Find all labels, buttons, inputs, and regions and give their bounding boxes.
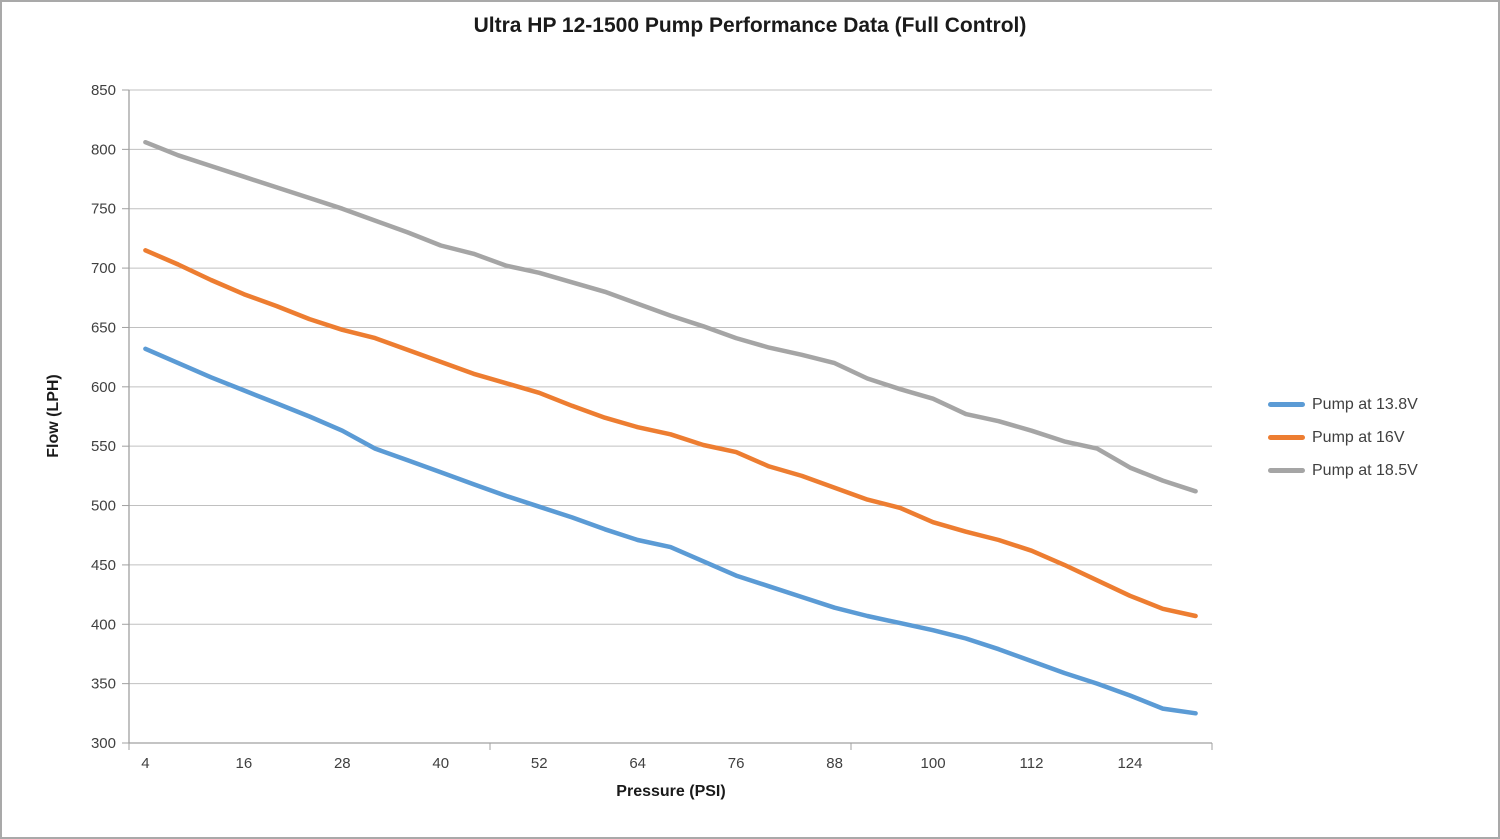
x-tick-label: 64 (629, 755, 646, 772)
legend-item: Pump at 13.8V (1268, 388, 1418, 421)
legend-line-swatch (1268, 435, 1305, 440)
series-line-2 (143, 139, 1198, 494)
y-tick-label: 550 (91, 438, 116, 455)
legend-label: Pump at 13.8V (1312, 395, 1418, 413)
x-tick-label: 4 (141, 755, 149, 772)
x-tick-label: 28 (334, 755, 351, 772)
y-tick-label: 750 (91, 201, 116, 218)
legend-line-swatch (1268, 402, 1305, 407)
x-tick-label: 88 (826, 755, 843, 772)
x-tick-label: 112 (1020, 755, 1044, 772)
y-tick-label: 400 (91, 616, 116, 633)
x-tick-label: 16 (236, 755, 253, 772)
series-line-0 (143, 346, 1198, 716)
legend-item: Pump at 18.5V (1268, 454, 1418, 487)
x-tick-label: 100 (921, 755, 946, 772)
y-tick-label: 500 (91, 498, 116, 515)
x-tick-label: 52 (531, 755, 548, 772)
y-tick-label: 850 (91, 82, 116, 99)
y-tick-label: 450 (91, 557, 116, 574)
legend-item: Pump at 16V (1268, 421, 1418, 454)
legend: Pump at 13.8V Pump at 16V Pump at 18.5V (1268, 388, 1418, 487)
y-tick-label: 350 (91, 676, 116, 693)
x-axis-title: Pressure (PSI) (616, 783, 726, 800)
y-tick-label: 600 (91, 379, 116, 396)
x-tick-label: 124 (1117, 755, 1142, 772)
legend-label: Pump at 16V (1312, 428, 1405, 446)
y-tick-label: 650 (91, 319, 116, 336)
x-tick-label: 40 (432, 755, 449, 772)
y-tick-label: 800 (91, 141, 116, 158)
y-axis-title: Flow (LPH) (45, 374, 62, 458)
series-line-1 (143, 248, 1198, 619)
x-tick-label: 76 (728, 755, 745, 772)
y-tick-label: 300 (91, 735, 116, 752)
chart-title: Ultra HP 12-1500 Pump Performance Data (… (473, 14, 1027, 37)
legend-label: Pump at 18.5V (1312, 461, 1418, 479)
legend-line-swatch (1268, 468, 1305, 473)
y-tick-label: 700 (91, 260, 116, 277)
